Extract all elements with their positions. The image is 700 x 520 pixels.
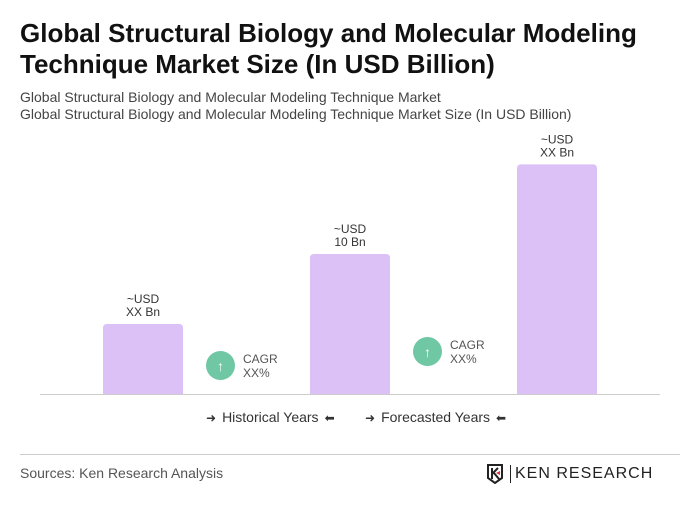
bar	[310, 254, 390, 394]
cagr-label: CAGR	[243, 351, 278, 366]
ken-research-logo: KEN RESEARCH	[486, 464, 653, 484]
legend-forecasted-label: Forecasted Years	[381, 409, 491, 425]
arrow-right-icon: ➜	[206, 411, 217, 425]
cagr-value: XX%	[450, 351, 477, 366]
logo-text: KEN RESEARCH	[510, 465, 653, 483]
data-label: XX Bn	[540, 145, 574, 159]
data-label: ~USD	[127, 292, 160, 306]
cagr-badge-2: ↑ CAGR XX%	[413, 337, 485, 366]
chart-subtitle-2: Global Structural Biology and Molecular …	[20, 106, 572, 122]
data-label: 10 Bn	[334, 235, 365, 249]
data-label: ~USD	[334, 222, 367, 236]
chart-subtitle: Global Structural Biology and Molecular …	[20, 89, 441, 105]
divider	[20, 454, 680, 455]
legend-historical: ➜ Historical Years ⬅	[200, 409, 341, 425]
legend-forecasted: ➜ Forecasted Years ⬅	[359, 409, 512, 425]
source-text: Sources: Ken Research Analysis	[20, 465, 224, 481]
ken-logo-icon	[487, 464, 503, 484]
bar	[517, 164, 597, 394]
cagr-badge-1: ↑ CAGR XX%	[206, 351, 278, 380]
legend-historical-label: Historical Years	[222, 409, 319, 425]
arrow-right-icon: ➜	[365, 411, 376, 425]
data-label: ~USD	[541, 132, 574, 146]
bar	[103, 324, 183, 394]
arrow-up-icon: ↑	[206, 351, 235, 380]
cagr-value: XX%	[243, 365, 270, 380]
cagr-label: CAGR	[450, 337, 485, 352]
data-label: XX Bn	[126, 305, 160, 319]
chart-title: Global Structural Biology and Molecular …	[20, 18, 637, 79]
arrow-left-icon: ⬅	[324, 411, 335, 425]
arrow-up-icon: ↑	[413, 337, 442, 366]
arrow-left-icon: ⬅	[496, 411, 507, 425]
